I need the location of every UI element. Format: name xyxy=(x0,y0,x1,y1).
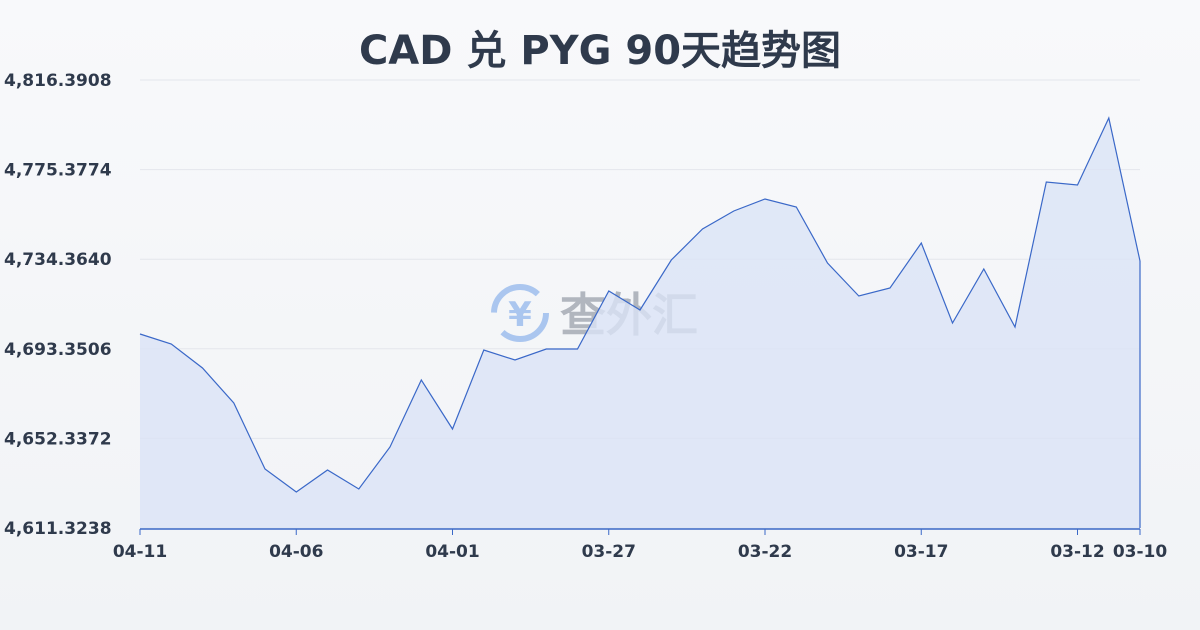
x-tick-label: 03-22 xyxy=(738,542,792,562)
y-tick-label: 4,775.3774 xyxy=(4,161,112,181)
chart-title: CAD 兑 PYG 90天趋势图 xyxy=(358,28,842,74)
y-tick-label: 4,611.3238 xyxy=(4,519,112,539)
x-tick-label: 03-12 xyxy=(1050,542,1104,562)
y-tick-label: 4,652.3372 xyxy=(4,429,112,449)
x-tick-label: 03-27 xyxy=(582,542,636,562)
x-tick-label: 04-01 xyxy=(425,542,479,562)
y-tick-label: 4,734.3640 xyxy=(4,250,112,270)
x-tick-label: 04-11 xyxy=(113,542,167,562)
yen-symbol: ¥ xyxy=(508,295,532,335)
x-tick-label: 03-10 xyxy=(1113,542,1168,562)
x-tick-label: 04-06 xyxy=(269,542,323,562)
area-fill xyxy=(140,118,1140,528)
x-tick-label: 03-17 xyxy=(894,542,948,562)
y-tick-label: 4,816.3908 xyxy=(4,71,112,91)
y-tick-label: 4,693.3506 xyxy=(4,340,112,360)
yen-exchange-icon xyxy=(491,284,549,342)
